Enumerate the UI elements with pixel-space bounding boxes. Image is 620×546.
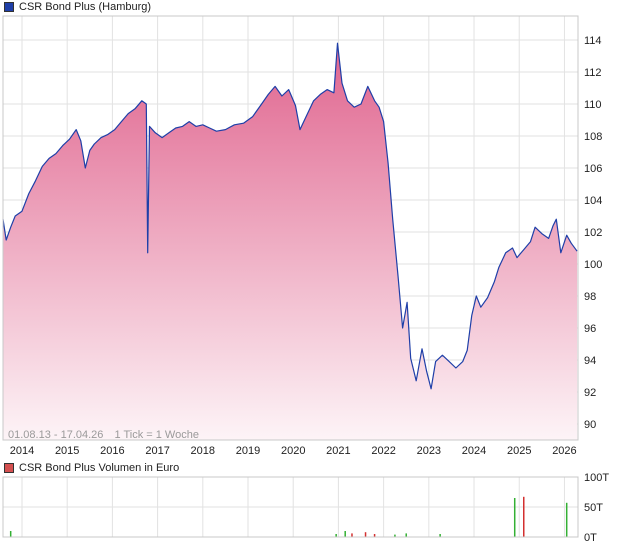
price-x-tick-label: 2022 (371, 445, 395, 457)
price-frame (2, 15, 579, 441)
price-x-tick-label: 2015 (55, 445, 79, 457)
volume-grid (3, 476, 578, 538)
price-x-tick-label: 2021 (326, 445, 350, 457)
price-area-fill (3, 43, 578, 440)
price-y-tick-label: 94 (584, 355, 596, 367)
volume-y-tick-label: 50T (584, 502, 603, 514)
volume-bar (439, 534, 441, 537)
volume-bar (565, 502, 568, 537)
volume-legend: CSR Bond Plus Volumen in Euro (4, 461, 179, 475)
price-x-tick-label: 2019 (236, 445, 260, 457)
price-x-tick-label: 2016 (100, 445, 124, 457)
price-x-tick-label: 2023 (417, 445, 441, 457)
volume-y-tick-label: 0T (584, 532, 597, 544)
volume-bar (351, 533, 353, 537)
price-y-tick-label: 92 (584, 387, 596, 399)
price-x-tick-label: 2017 (145, 445, 169, 457)
volume-y-tick-label: 100T (584, 472, 609, 484)
price-legend-swatch (4, 2, 14, 12)
price-y-tick-label: 106 (584, 163, 602, 175)
price-x-tick-label: 2020 (281, 445, 305, 457)
volume-bar (364, 532, 367, 537)
price-y-tick-label: 90 (584, 419, 596, 431)
volume-legend-swatch (4, 463, 14, 473)
price-y-tick-label: 100 (584, 259, 602, 271)
price-legend: CSR Bond Plus (Hamburg) (4, 0, 151, 14)
volume-y-ticks: 0T 50T 100T (584, 472, 609, 544)
volume-bar (344, 531, 346, 537)
price-y-tick-label: 112 (584, 67, 602, 79)
footnote: 01.08.13 - 17.04.26 1 Tick = 1 Woche (8, 429, 199, 441)
price-x-tick-label: 2018 (191, 445, 215, 457)
price-y-tick-label: 104 (584, 195, 602, 207)
footnote-tick: 1 Tick = 1 Woche (114, 429, 198, 441)
volume-plot-border (2, 476, 579, 538)
volume-bar (394, 534, 396, 537)
price-series-line (2, 42, 578, 390)
volume-bar (513, 498, 516, 537)
price-y-tick-label: 98 (584, 291, 596, 303)
volume-bar (9, 531, 12, 537)
volume-bar (405, 533, 407, 537)
price-area (3, 43, 578, 440)
price-x-ticks: 2014 2015 2016 2017 2018 2019 2020 2021 2022 2023… (10, 445, 577, 457)
price-x-tick-label: 2024 (462, 445, 486, 457)
price-plot-border (2, 15, 579, 441)
footnote-range: 01.08.13 - 17.04.26 (8, 429, 103, 441)
volume-bar (523, 496, 525, 537)
price-y-tick-label: 108 (584, 131, 602, 143)
price-line (2, 42, 578, 390)
price-x-tick-label: 2026 (552, 445, 576, 457)
price-x-tick-label: 2014 (10, 445, 34, 457)
price-y-tick-label: 102 (584, 227, 602, 239)
price-y-tick-label: 96 (584, 323, 596, 335)
volume-bar (335, 534, 337, 537)
volume-frame (2, 476, 579, 538)
price-y-ticks: 90 92 94 96 98 100 102 104 106 108 110 112 114 (584, 35, 602, 431)
volume-legend-label: CSR Bond Plus Volumen in Euro (19, 462, 180, 474)
volume-bar (373, 534, 376, 537)
price-legend-label: CSR Bond Plus (Hamburg) (19, 1, 152, 13)
price-y-tick-label: 110 (584, 99, 602, 111)
volume-bars (9, 496, 568, 537)
price-x-tick-label: 2025 (507, 445, 531, 457)
price-y-tick-label: 114 (584, 35, 602, 47)
